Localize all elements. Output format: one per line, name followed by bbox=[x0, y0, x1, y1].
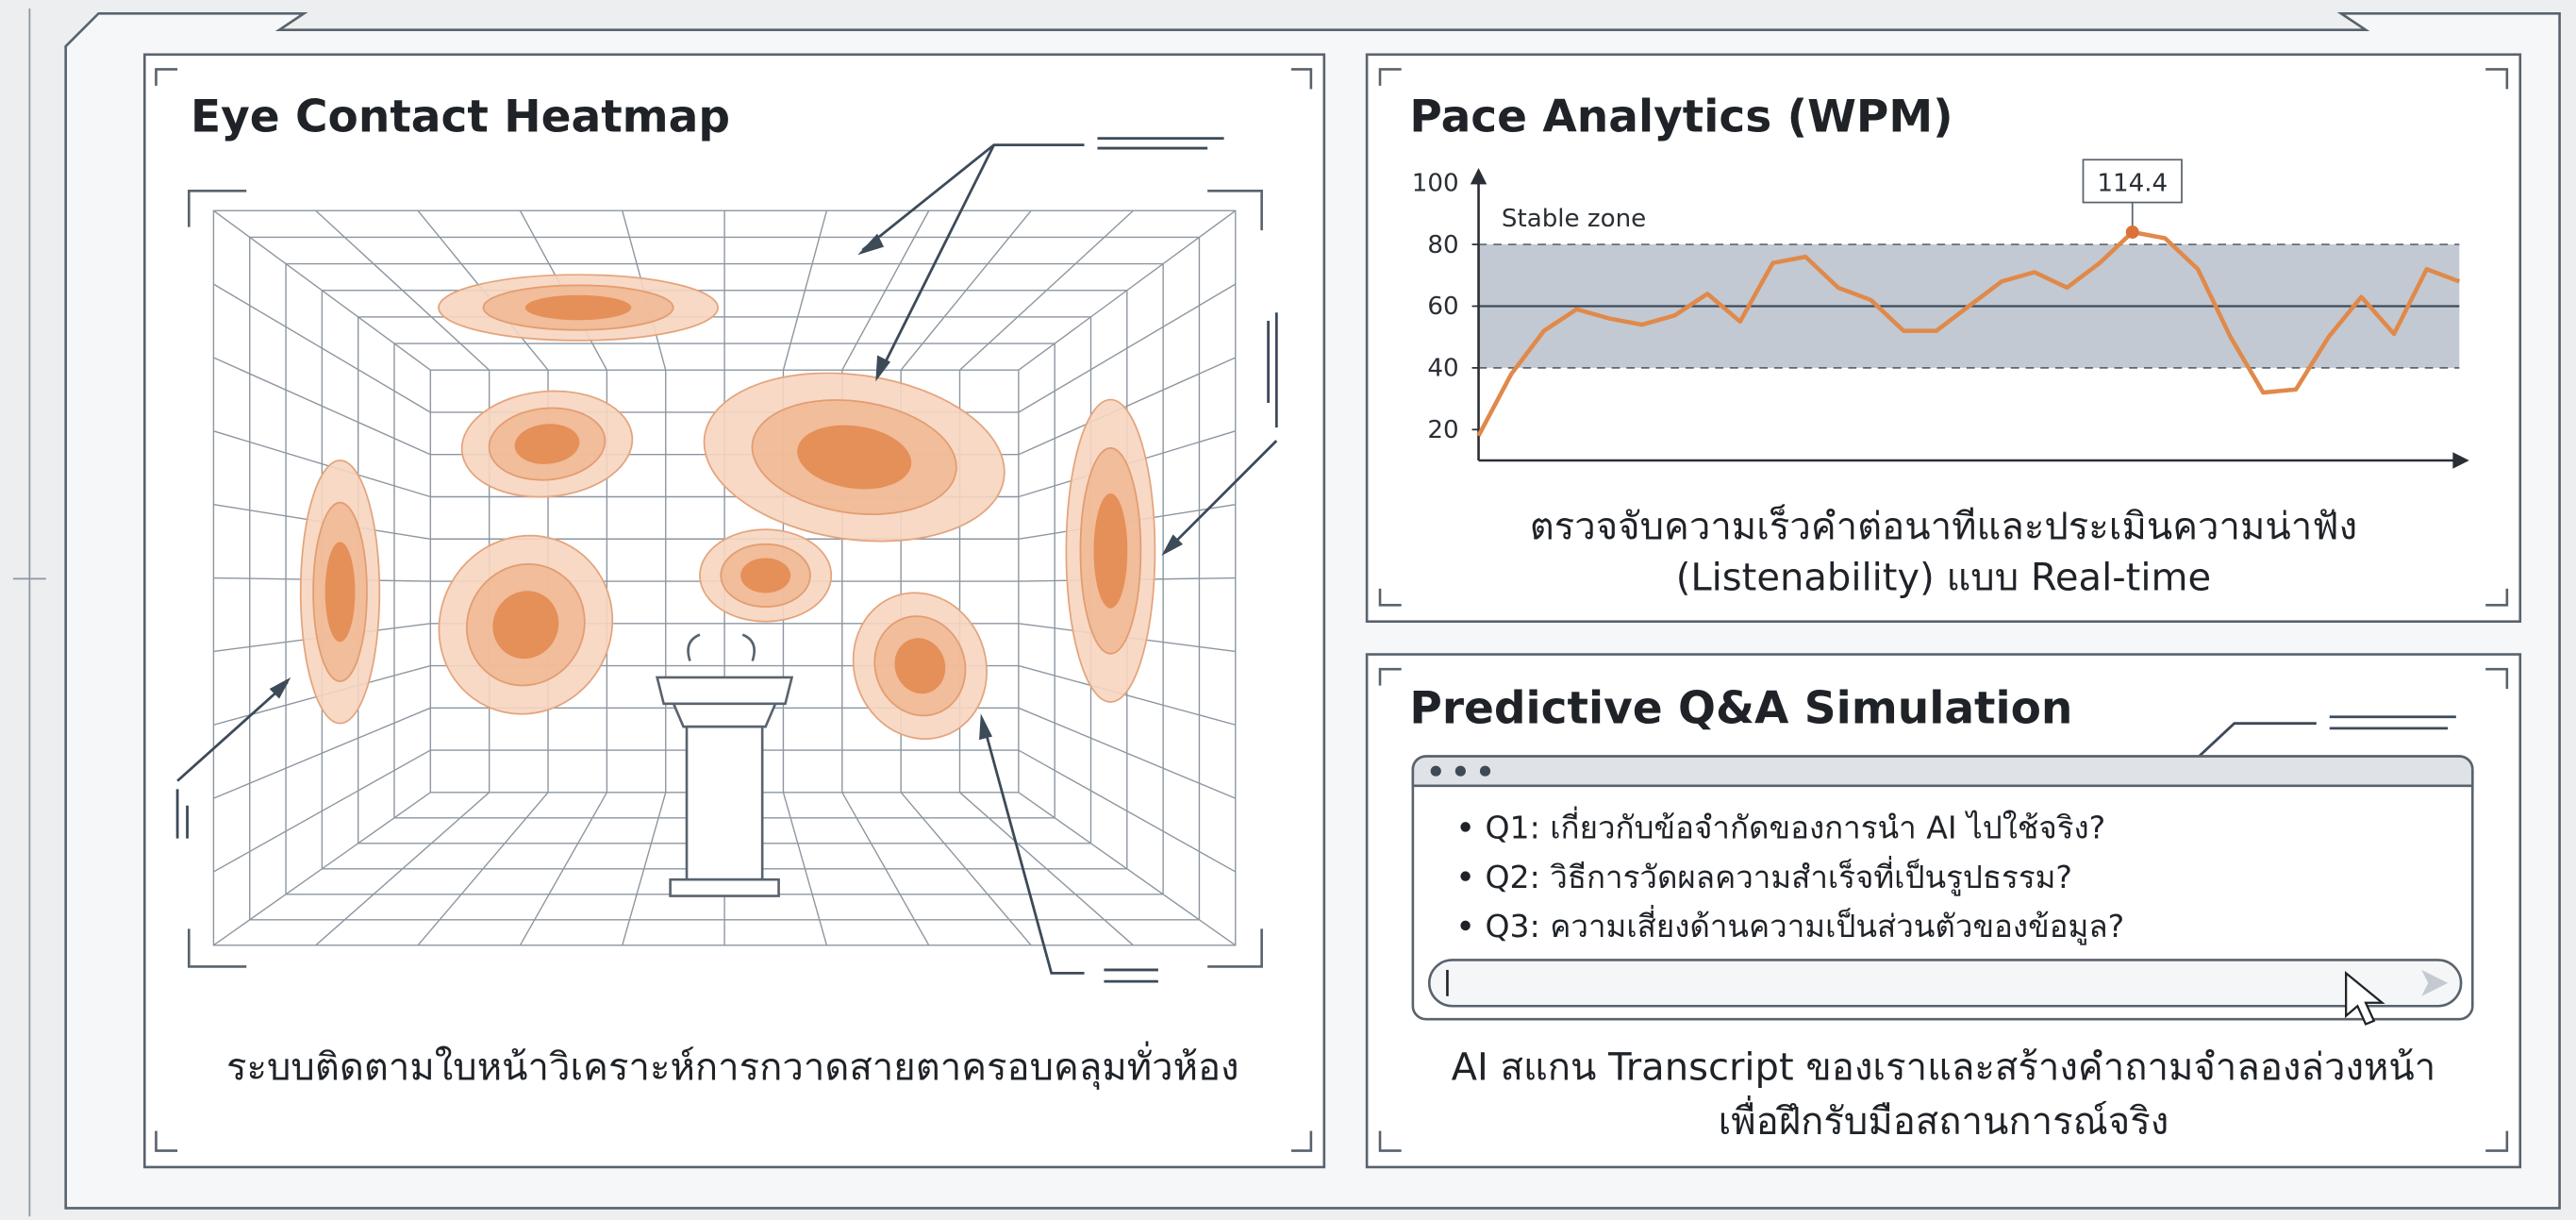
podium bbox=[656, 633, 794, 897]
depth-line bbox=[249, 236, 1201, 921]
annotation-box bbox=[2082, 159, 2183, 204]
y-tick-label: 40 bbox=[1427, 355, 1458, 383]
heat-blob bbox=[514, 424, 580, 464]
qa-caption: AI สแกน Transcript ของเราและสร้างคำถามจำ… bbox=[1452, 1046, 2436, 1090]
send-button[interactable] bbox=[2421, 969, 2449, 996]
annotation: 114.4 bbox=[2097, 169, 2168, 197]
bullet bbox=[1460, 871, 1471, 881]
heatmap-title: Eye Contact Heatmap bbox=[191, 92, 730, 143]
bullet bbox=[1460, 920, 1471, 931]
qa-caption: เพื่อฝึกรับมือสถานการณ์จริง bbox=[1719, 1095, 2169, 1144]
pace-caption: ตรวจจับความเร็วคำต่อนาทีและประเมินความน่… bbox=[1530, 504, 2357, 549]
y-tick-label: 100 bbox=[1412, 169, 1459, 197]
callout-arrows bbox=[175, 137, 2456, 983]
corner-brackets bbox=[155, 68, 2509, 1152]
bullet bbox=[1460, 822, 1471, 832]
input-box[interactable] bbox=[1427, 959, 2463, 1008]
pace-line bbox=[1476, 229, 2461, 437]
heat-blob bbox=[524, 294, 632, 321]
qa-title: Predictive Q&A Simulation bbox=[1409, 683, 2072, 735]
y-tick-label: 20 bbox=[1427, 416, 1458, 444]
question: Q3: ความเสี่ยงด้านความเป็นส่วนตัวของข้อม… bbox=[1486, 905, 2125, 945]
mouse-pointer bbox=[2345, 971, 2385, 1026]
window-titlebar bbox=[1411, 755, 2474, 788]
heat-blob bbox=[1093, 493, 1128, 609]
heat-blob bbox=[797, 425, 912, 490]
heat-blob bbox=[740, 558, 791, 593]
pace-caption: (Listenability) แบบ Real-time bbox=[1676, 557, 2211, 600]
pace-title: Pace Analytics (WPM) bbox=[1409, 92, 1953, 143]
y-tick-label: 60 bbox=[1427, 292, 1458, 321]
window-dots bbox=[1430, 765, 1491, 777]
heat-blob bbox=[492, 591, 559, 660]
question: Q1: เกี่ยวกับข้อจำกัดของการนำ AI ไปใช้จร… bbox=[1486, 807, 2106, 846]
question: Q2: วิธีการวัดผลความสำเร็จที่เป็นรูปธรรม… bbox=[1486, 856, 2072, 896]
heat-blobs bbox=[299, 274, 1156, 740]
y-axis-arrow bbox=[1470, 167, 1487, 185]
heat-blob bbox=[324, 542, 356, 643]
zone-label: Stable zone bbox=[1502, 205, 1646, 233]
heatmap-caption: ระบบติดตามใบหน้าวิเคราะห์การกวาดสายตาครอ… bbox=[226, 1042, 1239, 1091]
pace-chart: Stable zone 20 40 60 80 100 114.4 bbox=[1412, 159, 2469, 469]
peak-dot bbox=[2125, 226, 2139, 239]
x-axis-arrow bbox=[2452, 452, 2469, 469]
y-tick-label: 80 bbox=[1427, 231, 1458, 259]
heat-blob bbox=[894, 638, 946, 694]
